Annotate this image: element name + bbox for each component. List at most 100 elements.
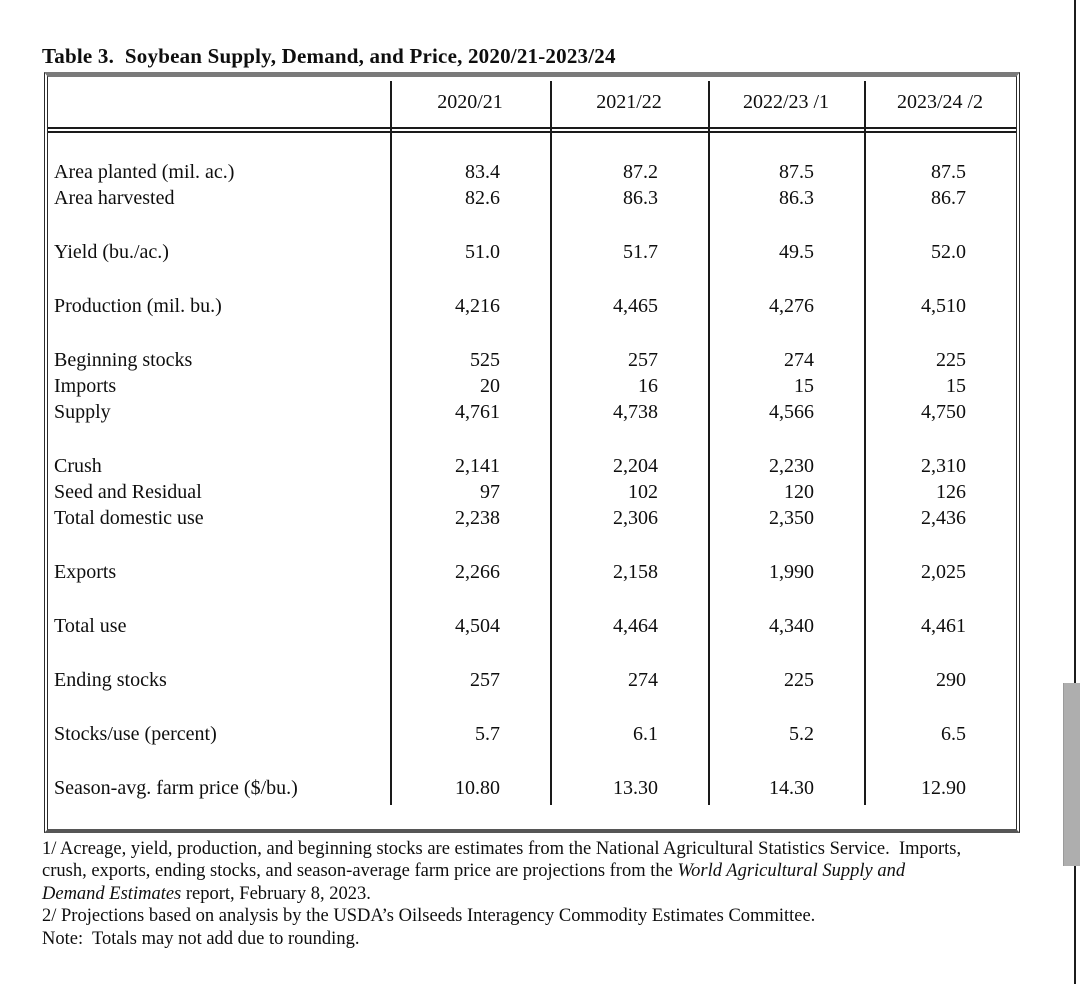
value-cell: 2,158 [613, 561, 658, 583]
column-divider [864, 81, 866, 805]
table-row: Yield (bu./ac.) 51.0 51.7 49.5 52.0 [48, 239, 1016, 265]
value-cell: 4,504 [455, 615, 500, 637]
footnote-italic-text: World Agricultural Supply and [677, 861, 906, 882]
value-cell: 2,230 [769, 455, 814, 477]
value-cell: 6.1 [633, 723, 658, 745]
value-cell: 5.2 [789, 723, 814, 745]
soybean-supply-demand-table: 2020/21 2021/22 2022/23 /1 2023/24 /2 Ar… [44, 72, 1020, 833]
table-spacer-row [48, 693, 1016, 721]
value-cell: 86.3 [779, 187, 814, 209]
value-cell: 4,738 [613, 401, 658, 423]
table-row: Area planted (mil. ac.) 83.4 87.2 87.5 87.5 [48, 159, 1016, 185]
table-spacer-row [48, 585, 1016, 613]
value-cell: 102 [628, 481, 658, 503]
table-spacer-row [48, 425, 1016, 453]
footnote-text: Note: Totals may not add due to rounding… [42, 928, 360, 949]
window-right-edge-line [1074, 0, 1076, 984]
value-cell: 126 [936, 481, 966, 503]
table-header-row: 2020/21 2021/22 2022/23 /1 2023/24 /2 [48, 77, 1016, 127]
value-cell: 525 [470, 349, 500, 371]
row-label: Total domestic use [54, 507, 204, 529]
value-cell: 13.30 [613, 777, 658, 799]
table-spacer-row [48, 639, 1016, 667]
footnote-line: crush, exports, ending stocks, and seaso… [42, 860, 1042, 882]
table-row: Stocks/use (percent) 5.7 6.1 5.2 6.5 [48, 721, 1016, 747]
header-col-2023-24: 2023/24 /2 [896, 91, 984, 113]
value-cell: 2,310 [921, 455, 966, 477]
value-cell: 87.2 [623, 161, 658, 183]
row-label: Area planted (mil. ac.) [54, 161, 235, 183]
table-spacer-row [48, 531, 1016, 559]
value-cell: 2,266 [455, 561, 500, 583]
value-cell: 49.5 [779, 241, 814, 263]
row-label: Exports [54, 561, 117, 583]
value-cell: 15 [946, 375, 966, 397]
value-cell: 274 [784, 349, 814, 371]
value-cell: 4,566 [769, 401, 814, 423]
header-col-2022-23: 2022/23 /1 [742, 91, 830, 113]
row-label: Production (mil. bu.) [54, 295, 222, 317]
table-row: Crush 2,141 2,204 2,230 2,310 [48, 453, 1016, 479]
value-cell: 4,216 [455, 295, 500, 317]
footnote-line: Note: Totals may not add due to rounding… [42, 928, 1042, 950]
table-row: Production (mil. bu.) 4,216 4,465 4,276 4,51… [48, 293, 1016, 319]
table-spacer-row [48, 747, 1016, 775]
value-cell: 87.5 [779, 161, 814, 183]
footnote-line: Demand Estimates report, February 8, 202… [42, 883, 1042, 905]
value-cell: 225 [784, 669, 814, 691]
value-cell: 4,461 [921, 615, 966, 637]
value-cell: 6.5 [941, 723, 966, 745]
footnote-italic-text: Demand Estimates [42, 883, 182, 904]
row-label: Area harvested [54, 187, 175, 209]
value-cell: 97 [480, 481, 500, 503]
header-divider-double-line [48, 127, 1016, 133]
value-cell: 10.80 [455, 777, 500, 799]
row-label: Season-avg. farm price ($/bu.) [54, 777, 298, 799]
table-body: Area planted (mil. ac.) 83.4 87.2 87.5 87.5 A… [48, 133, 1016, 801]
value-cell: 51.7 [623, 241, 658, 263]
table-row: Imports 20 16 15 15 [48, 373, 1016, 399]
row-label: Beginning stocks [54, 349, 193, 371]
value-cell: 82.6 [465, 187, 500, 209]
row-label: Supply [54, 401, 111, 423]
column-divider [550, 81, 552, 805]
value-cell: 257 [628, 349, 658, 371]
table-row: Season-avg. farm price ($/bu.) 10.80 13.30… [48, 775, 1016, 801]
value-cell: 16 [638, 375, 658, 397]
scrollbar-thumb[interactable] [1063, 683, 1080, 866]
value-cell: 2,436 [921, 507, 966, 529]
table-row: Exports 2,266 2,158 1,990 2,025 [48, 559, 1016, 585]
value-cell: 2,306 [613, 507, 658, 529]
value-cell: 87.5 [931, 161, 966, 183]
table-row: Total use 4,504 4,464 4,340 4,461 [48, 613, 1016, 639]
footnote-text: report, February 8, 2023. [181, 883, 371, 904]
row-label: Stocks/use (percent) [54, 723, 217, 745]
header-col-2021-22: 2021/22 [596, 91, 662, 113]
table-row: Seed and Residual 97 102 120 126 [48, 479, 1016, 505]
header-col-2020-21: 2020/21 [437, 91, 503, 113]
value-cell: 20 [480, 375, 500, 397]
value-cell: 2,238 [455, 507, 500, 529]
value-cell: 12.90 [921, 777, 966, 799]
footnote-text: 2/ Projections based on analysis by the … [42, 906, 816, 927]
value-cell: 4,464 [613, 615, 658, 637]
table-row: Area harvested 82.6 86.3 86.3 86.7 [48, 185, 1016, 211]
value-cell: 225 [936, 349, 966, 371]
table-row: Ending stocks 257 274 225 290 [48, 667, 1016, 693]
footnote-text: 1/ Acreage, yield, production, and begin… [42, 839, 962, 859]
footnote-line: 1/ Acreage, yield, production, and begin… [42, 838, 1042, 860]
value-cell: 2,204 [613, 455, 658, 477]
row-label: Seed and Residual [54, 481, 202, 503]
value-cell: 4,340 [769, 615, 814, 637]
value-cell: 14.30 [769, 777, 814, 799]
value-cell: 290 [936, 669, 966, 691]
value-cell: 4,750 [921, 401, 966, 423]
row-label: Yield (bu./ac.) [54, 241, 169, 263]
table-row: Supply 4,761 4,738 4,566 4,750 [48, 399, 1016, 425]
value-cell: 120 [784, 481, 814, 503]
footnote-text: crush, exports, ending stocks, and seaso… [42, 861, 678, 882]
value-cell: 257 [470, 669, 500, 691]
value-cell: 2,025 [921, 561, 966, 583]
value-cell: 274 [628, 669, 658, 691]
